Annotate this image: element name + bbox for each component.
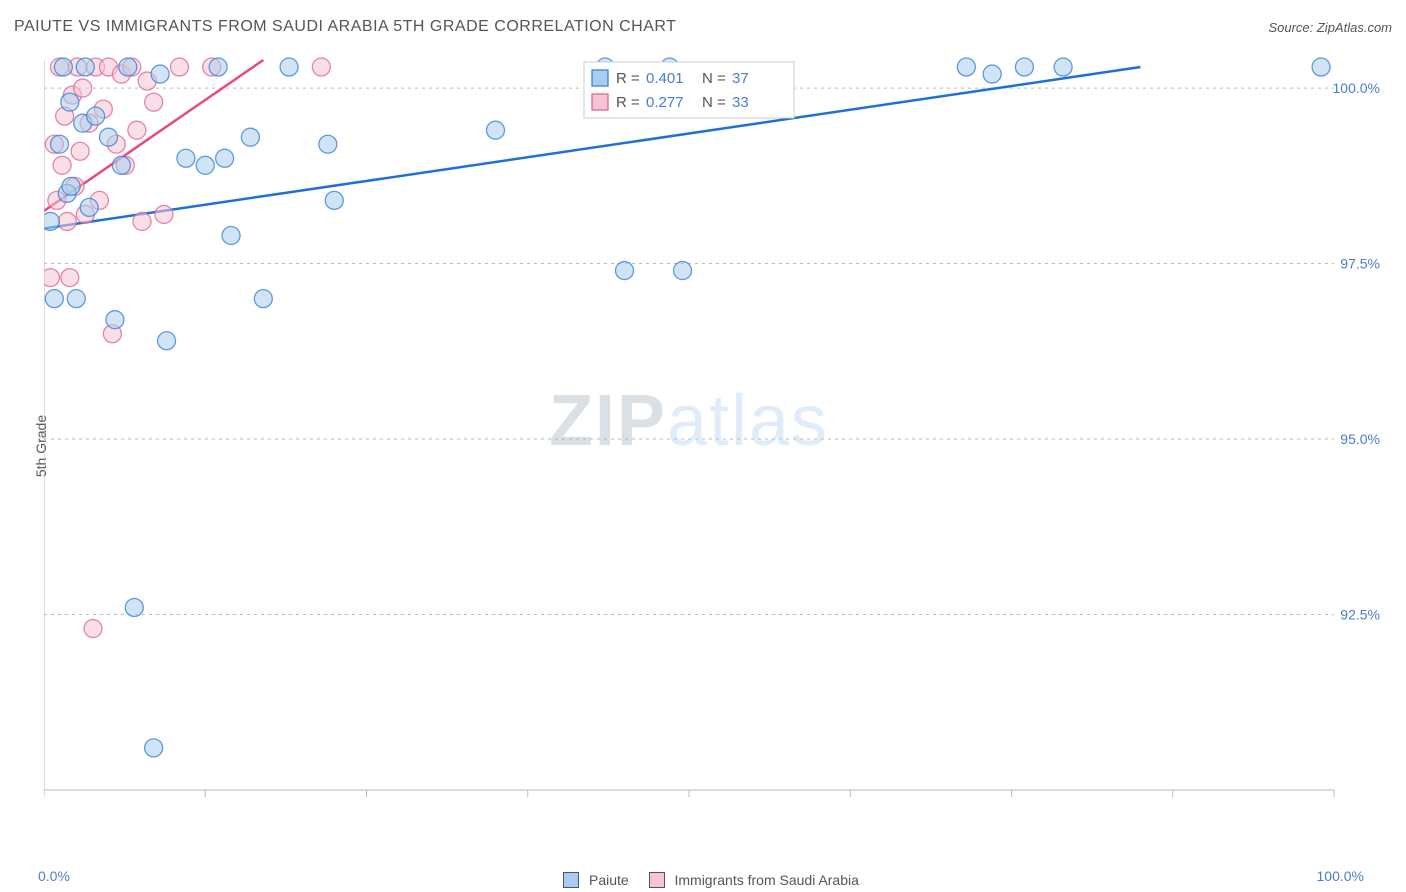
- chart-title: PAIUTE VS IMMIGRANTS FROM SAUDI ARABIA 5…: [14, 18, 676, 35]
- legend-swatch-pink: [649, 872, 665, 888]
- svg-text:33: 33: [732, 94, 749, 111]
- svg-text:0.277: 0.277: [646, 94, 684, 111]
- svg-text:0.401: 0.401: [646, 70, 684, 87]
- svg-text:95.0%: 95.0%: [1340, 431, 1380, 447]
- svg-text:R =: R =: [616, 94, 640, 111]
- legend-label-saudi: Immigrants from Saudi Arabia: [674, 872, 858, 888]
- svg-text:37: 37: [732, 70, 749, 87]
- svg-text:100.0%: 100.0%: [1333, 80, 1380, 96]
- legend-label-paiute: Paiute: [589, 872, 629, 888]
- svg-text:R =: R =: [616, 70, 640, 87]
- scatter-chart-svg: 92.5% 95.0% 97.5% 100.0% ZIPatlas R = 0.401 N =…: [44, 50, 1384, 820]
- svg-text:97.5%: 97.5%: [1340, 256, 1380, 272]
- svg-text:N =: N =: [702, 70, 726, 87]
- source-label: Source: ZipAtlas.com: [1268, 20, 1392, 35]
- svg-text:N =: N =: [702, 94, 726, 111]
- bottom-legend: Paiute Immigrants from Saudi Arabia: [0, 872, 1406, 888]
- legend-swatch-blue: [563, 872, 579, 888]
- header: PAIUTE VS IMMIGRANTS FROM SAUDI ARABIA 5…: [14, 18, 1392, 42]
- chart-area: 92.5% 95.0% 97.5% 100.0% ZIPatlas R = 0.401 N =…: [44, 50, 1384, 820]
- svg-text:92.5%: 92.5%: [1340, 607, 1380, 623]
- svg-text:ZIPatlas: ZIPatlas: [549, 381, 829, 461]
